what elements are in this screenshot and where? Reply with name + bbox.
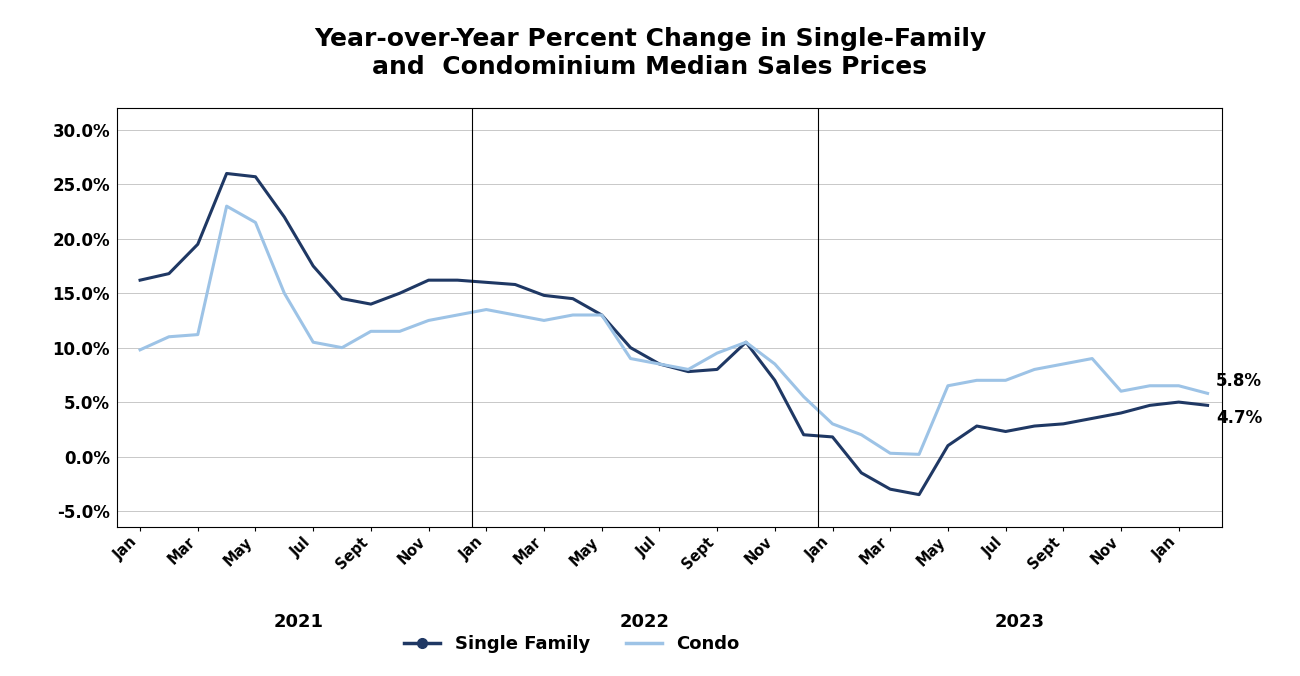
Legend: Single Family, Condo: Single Family, Condo (396, 628, 748, 660)
Text: Year-over-Year Percent Change in Single-Family
and  Condominium Median Sales Pri: Year-over-Year Percent Change in Single-… (313, 27, 987, 79)
Text: 2023: 2023 (994, 613, 1045, 631)
Text: 2022: 2022 (620, 613, 670, 631)
Text: 5.8%: 5.8% (1217, 372, 1262, 390)
Text: 2021: 2021 (274, 613, 324, 631)
Text: 4.7%: 4.7% (1217, 408, 1262, 427)
